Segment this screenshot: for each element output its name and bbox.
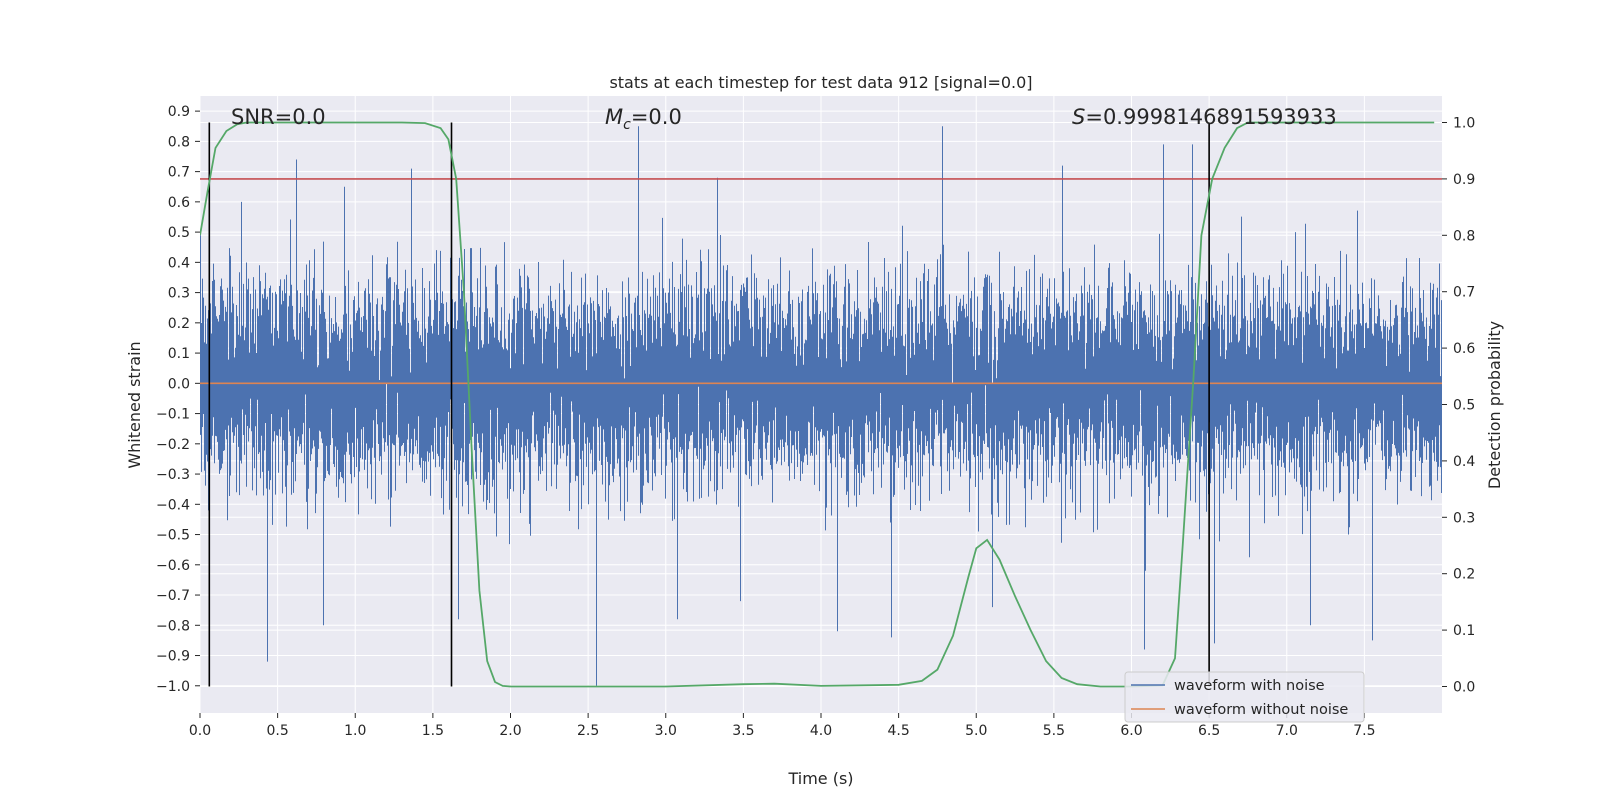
y2-tick-label: 0.5 — [1453, 398, 1475, 414]
chirp-mass-value: =0.0 — [631, 105, 682, 129]
x-tick-label: 1.0 — [344, 723, 366, 739]
chirp-mass-symbol: M — [605, 105, 623, 129]
legend-box — [1124, 671, 1365, 723]
legend: waveform with noise waveform without noi… — [1124, 671, 1365, 723]
y-tick-label: 0.1 — [168, 346, 190, 362]
x-tick-label: 3.0 — [655, 723, 677, 739]
y2-tick-label: 0.6 — [1453, 341, 1475, 357]
x-tick-label: 0.0 — [189, 723, 211, 739]
y2-tick-label: 1.0 — [1453, 116, 1475, 132]
x-tick-label: 5.0 — [965, 723, 987, 739]
y-tick-label: −0.2 — [156, 437, 190, 453]
y-tick-label: −0.1 — [156, 407, 190, 423]
y-tick-label: 0.5 — [168, 225, 190, 241]
series-waveform-with-noise — [200, 126, 1442, 686]
y-tick-label: −0.3 — [156, 467, 190, 483]
x-tick-label: 2.5 — [577, 723, 599, 739]
y2-tick-label: 0.2 — [1453, 567, 1475, 583]
x-tick-label: 4.5 — [887, 723, 909, 739]
snr-annotation: SNR=0.0 — [231, 105, 326, 129]
y-tick-label: −0.8 — [156, 618, 190, 634]
x-tick-label: 1.5 — [422, 723, 444, 739]
s-symbol: S — [1072, 105, 1085, 129]
s-value: =0.9998146891593933 — [1085, 105, 1336, 129]
y2-tick-label: 0.4 — [1453, 454, 1475, 470]
y-tick-label: 0.3 — [168, 286, 190, 302]
x-tick-label: 4.0 — [810, 723, 832, 739]
y-tick-label: 0.4 — [168, 255, 190, 271]
chirp-mass-annotation: Mc=0.0 — [605, 105, 682, 133]
y-tick-label: 0.9 — [168, 104, 190, 120]
x-axis-label: Time (s) — [787, 769, 853, 788]
x-tick-label: 6.5 — [1198, 723, 1220, 739]
data-layer — [200, 121, 1442, 688]
x-tick-label: 7.0 — [1276, 723, 1298, 739]
x-tick-label: 3.5 — [732, 723, 754, 739]
legend-label-waveform-without-noise: waveform without noise — [1174, 702, 1348, 718]
chirp-mass-subscript: c — [623, 117, 631, 133]
y-tick-label: 0.0 — [168, 376, 190, 392]
y-tick-label: −1.0 — [156, 679, 190, 695]
y-axis-ticks: 0.9 0.8 0.7 0.6 0.5 0.4 0.3 0.2 0.1 0.0 −0.1 −0.2 −0… — [156, 104, 200, 695]
s-annotation: S=0.9998146891593933 — [1072, 105, 1337, 129]
y2-tick-label: 0.3 — [1453, 510, 1475, 526]
x-tick-label: 2.0 — [499, 723, 521, 739]
y2-tick-label: 0.7 — [1453, 285, 1475, 301]
y-tick-label: 0.6 — [168, 195, 190, 211]
x-tick-label: 7.5 — [1353, 723, 1375, 739]
x-tick-label: 6.0 — [1120, 723, 1142, 739]
x-tick-label: 5.5 — [1043, 723, 1065, 739]
y-tick-label: 0.7 — [168, 165, 190, 181]
x-axis-ticks: 0.0 0.5 1.0 1.5 2.0 2.5 3.0 3.5 4.0 4.5 5.0 5.5 6.0 6… — [189, 713, 1376, 739]
y-axis-label: Whitened strain — [125, 341, 144, 468]
y2-tick-label: 0.9 — [1453, 172, 1475, 188]
y-tick-label: 0.2 — [168, 316, 190, 332]
y2-tick-label: 0.8 — [1453, 228, 1475, 244]
vertical-markers — [208, 122, 1210, 687]
y2-axis-ticks: 1.0 0.9 0.8 0.7 0.6 0.5 0.4 0.3 0.2 0.1 0.0 — [1442, 116, 1475, 695]
series-detection-probability — [200, 121, 1435, 688]
y2-axis-label: Detection probability — [1485, 321, 1504, 489]
y2-tick-label: 0.0 — [1453, 679, 1475, 695]
y-tick-label: −0.7 — [156, 588, 190, 604]
y-tick-label: −0.6 — [156, 558, 190, 574]
x-tick-label: 0.5 — [266, 723, 288, 739]
y-tick-label: −0.9 — [156, 649, 190, 665]
y-tick-label: 0.8 — [168, 134, 190, 150]
y2-tick-label: 0.1 — [1453, 623, 1475, 639]
y-tick-label: −0.4 — [156, 497, 190, 513]
chart-title: stats at each timestep for test data 912… — [609, 73, 1032, 92]
y-tick-label: −0.5 — [156, 528, 190, 544]
legend-label-waveform-with-noise: waveform with noise — [1174, 678, 1325, 694]
